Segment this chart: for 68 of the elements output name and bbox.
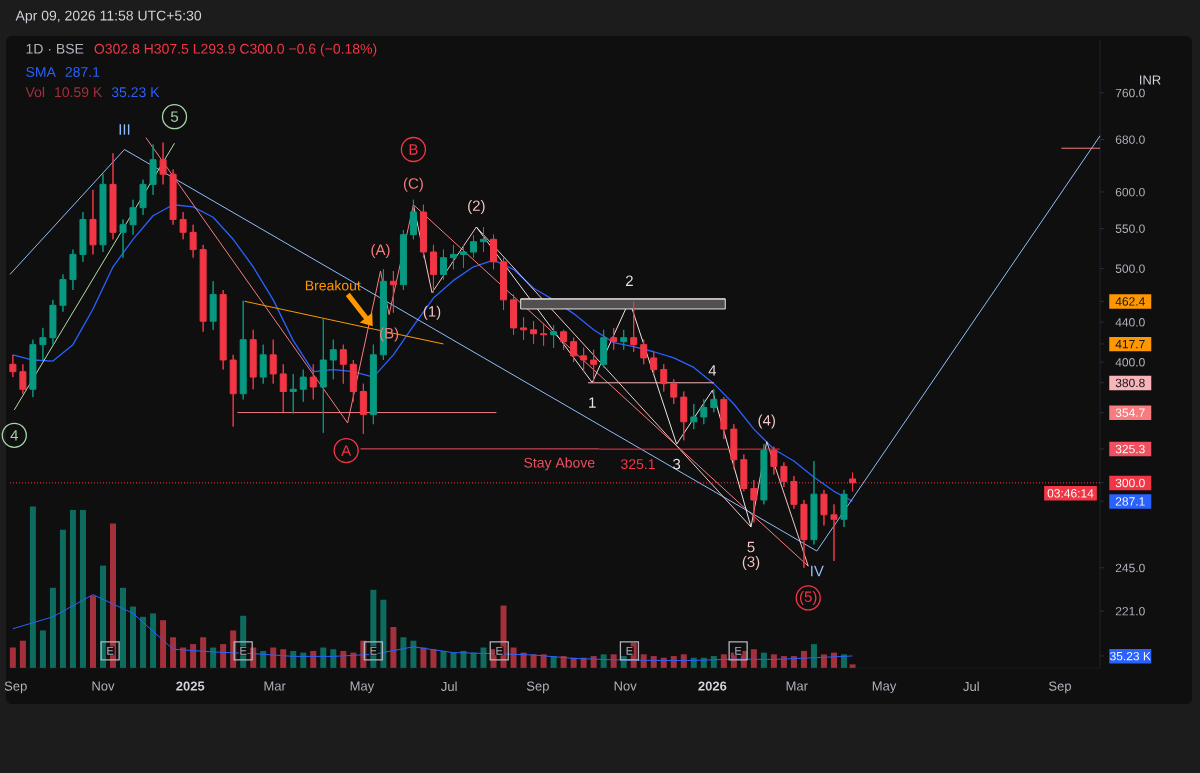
annotation: (2): [468, 200, 485, 214]
chart-title: 1D · BSE: [26, 43, 84, 54]
annotation: 10.59 K: [55, 87, 103, 98]
x-tick-label: Jul: [963, 681, 979, 692]
y-tick-label: 300.0: [1115, 478, 1145, 488]
y-tick-label: 462.4: [1115, 297, 1145, 306]
y-axis-title: INR: [1140, 75, 1161, 85]
annotation: (B): [380, 327, 399, 342]
x-tick-label: Mar: [264, 681, 286, 691]
y-tick-label: 417.7: [1115, 340, 1145, 349]
annotation: 2: [626, 275, 633, 286]
x-tick-label: May: [350, 681, 375, 694]
y-tick-label: 760.0: [1115, 88, 1145, 98]
x-tick-label: Sep: [1049, 681, 1072, 694]
y-tick-label: 380.8: [1115, 378, 1145, 388]
annotation: 4: [10, 430, 19, 441]
y-tick-label: 354.7: [1115, 408, 1145, 417]
y-tick-label: 500.0: [1115, 264, 1145, 273]
x-tick-label: Mar: [786, 681, 808, 691]
y-tick-label: 680.0: [1115, 135, 1145, 144]
annotation: (4): [758, 414, 775, 429]
x-tick-label: May: [872, 681, 897, 694]
y-tick-label: 287.1: [1115, 497, 1145, 506]
text: Vol: [25, 86, 45, 98]
annotation: E: [496, 646, 503, 655]
annotation: E: [626, 646, 633, 655]
y-tick-label: 245.0: [1115, 563, 1145, 573]
annotation: (A): [371, 244, 390, 258]
y-tick-label: 221.0: [1115, 606, 1145, 616]
y-tick-label: 325.3: [1115, 444, 1145, 454]
annotation: III: [119, 124, 130, 135]
x-tick-label: 2025: [176, 681, 205, 691]
annotation: (C): [403, 177, 423, 192]
x-tick-label: Sep: [4, 681, 27, 694]
annotation: 1: [589, 397, 596, 408]
annotation: (1): [423, 305, 441, 320]
annotation: Breakout: [305, 280, 361, 291]
annotation: 3: [673, 458, 681, 470]
annotation: 287.1: [65, 67, 100, 77]
text: SMA: [26, 67, 56, 77]
y-tick-label: 600.0: [1115, 187, 1145, 197]
annotation: E: [370, 646, 377, 655]
annotation: 5: [170, 111, 179, 122]
y2-tick-label: 35.23 K: [1110, 651, 1151, 661]
annotation: 4: [708, 365, 717, 376]
annotation: E: [735, 646, 742, 655]
annotation: 35.23 K: [111, 87, 160, 98]
annotation: 325.1: [621, 459, 655, 470]
annotation: IV: [811, 565, 824, 577]
x-tick-label: Nov: [614, 681, 637, 691]
annotation: 03:46:14: [1047, 489, 1094, 498]
annotation: (5): [799, 590, 817, 605]
x-tick-label: 2026: [698, 681, 727, 691]
chart-subtitle: O302.8 H307.5 L293.9 C300.0 −0.6 (−0.18%): [94, 43, 377, 57]
x-tick-label: Nov: [92, 681, 115, 691]
annotation: 5: [747, 541, 755, 553]
x-tick-label: Jul: [441, 681, 457, 692]
annotation: B: [409, 144, 418, 155]
annotation: (3): [742, 556, 760, 571]
annotation: Stay Above: [524, 457, 595, 471]
annotation: E: [107, 646, 114, 655]
text: Apr 09, 2026 11:58 UTC+5:30: [15, 10, 202, 24]
y-tick-label: 400.0: [1115, 358, 1145, 367]
x-tick-label: Sep: [526, 681, 549, 694]
annotation: A: [341, 445, 352, 456]
y-tick-label: 440.0: [1115, 318, 1145, 327]
y-tick-label: 550.0: [1115, 224, 1145, 233]
annotation: E: [240, 646, 247, 655]
